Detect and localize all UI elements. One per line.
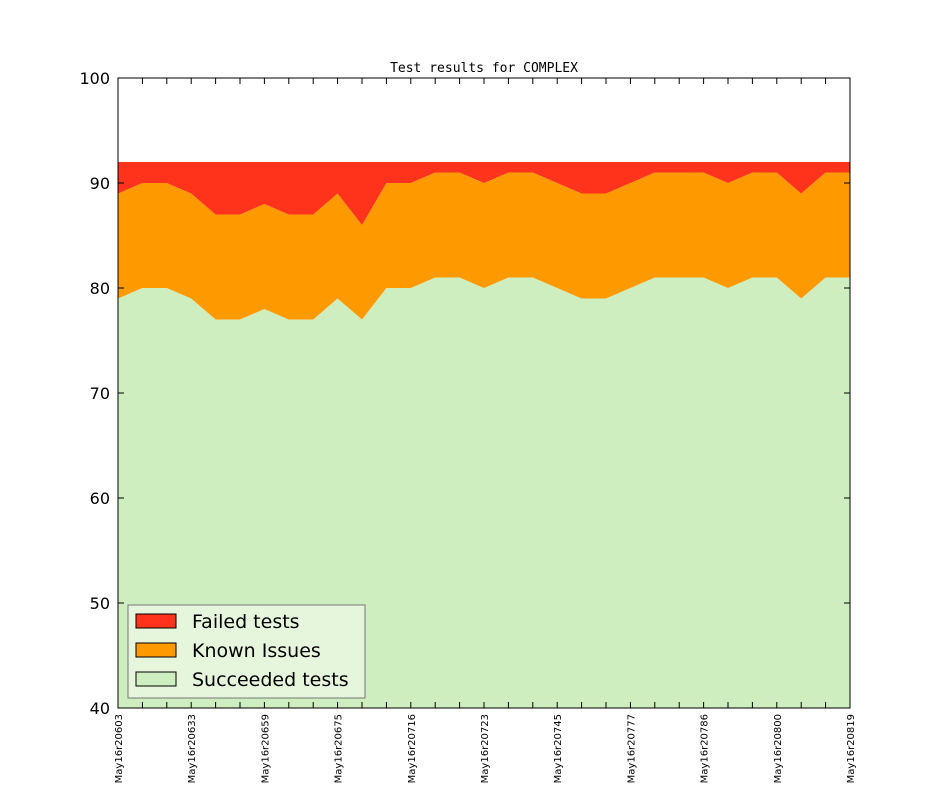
legend-swatch: [135, 671, 177, 687]
area-known-issues: [118, 172, 850, 320]
legend-swatch: [135, 642, 177, 658]
x-tick-label: May16r20745: [553, 714, 564, 783]
y-tick-label: 100: [79, 69, 110, 88]
y-tick-label: 90: [90, 174, 110, 193]
legend-label: Failed tests: [192, 611, 300, 633]
x-tick-label: May16r20777: [626, 714, 637, 783]
x-tick-label: May16r20633: [187, 714, 198, 783]
y-tick-label: 50: [90, 594, 110, 613]
x-tick-label: May16r20723: [480, 714, 491, 783]
x-tick-label: May16r20659: [260, 714, 271, 783]
area-succeeded-tests: [118, 277, 850, 708]
chart-title: Test results for COMPLEX: [390, 61, 578, 76]
y-tick-label: 40: [90, 699, 110, 718]
x-tick-label: May16r20603: [114, 714, 125, 783]
x-tick-label: May16r20819: [846, 714, 857, 783]
y-tick-label: 80: [90, 279, 110, 298]
y-tick-label: 60: [90, 489, 110, 508]
x-tick-label: May16r20675: [334, 714, 345, 783]
legend-swatch: [135, 613, 177, 629]
area-failed-tests: [118, 162, 850, 225]
x-tick-label: May16r20716: [407, 714, 418, 783]
y-tick-label: 70: [90, 384, 110, 403]
legend-label: Known Issues: [192, 640, 321, 662]
x-tick-label: May16r20800: [773, 714, 784, 783]
legend-label: Succeeded tests: [192, 669, 349, 691]
x-tick-label: May16r20786: [700, 714, 711, 783]
